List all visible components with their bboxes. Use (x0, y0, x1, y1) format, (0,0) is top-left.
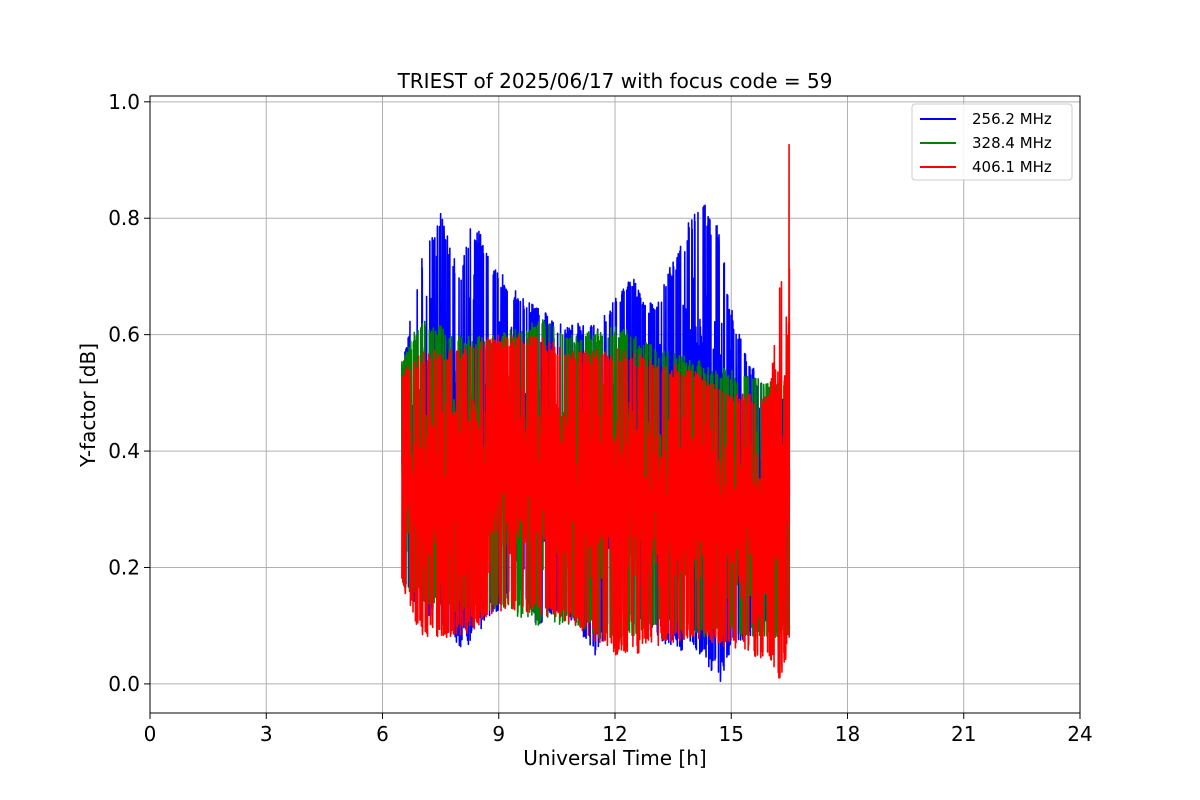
y-tick-label: 0.0 (108, 672, 140, 696)
x-axis-label: Universal Time [h] (523, 746, 706, 770)
x-tick-label: 21 (951, 722, 976, 746)
y-tick-label: 0.8 (108, 206, 140, 230)
y-tick-label: 0.2 (108, 555, 140, 579)
x-tick-label: 12 (602, 722, 627, 746)
y-tick-label: 0.6 (108, 323, 140, 347)
y-tick-label: 0.4 (108, 439, 140, 463)
legend-label: 256.2 MHz (972, 110, 1052, 128)
y-axis: 0.0 0.2 0.4 0.6 0.8 1.0 (108, 90, 150, 696)
legend: 256.2 MHz 328.4 MHz 406.1 MHz (911, 103, 1073, 181)
legend-label: 406.1 MHz (972, 158, 1052, 176)
series-line-3 (401, 143, 791, 679)
x-tick-label: 9 (492, 722, 505, 746)
legend-label: 328.4 MHz (972, 134, 1052, 152)
x-axis: 0 3 6 9 12 15 18 21 24 (144, 713, 1093, 746)
x-tick-label: 24 (1067, 722, 1092, 746)
x-tick-label: 18 (835, 722, 860, 746)
x-tick-label: 3 (260, 722, 273, 746)
chart-title: TRIEST of 2025/06/17 with focus code = 5… (397, 69, 833, 93)
x-tick-label: 0 (144, 722, 157, 746)
plot-area (401, 143, 791, 683)
y-axis-label: Y-factor [dB] (76, 343, 100, 468)
y-tick-label: 1.0 (108, 90, 140, 114)
x-tick-label: 6 (376, 722, 389, 746)
x-tick-label: 15 (719, 722, 744, 746)
legend-box (911, 103, 1073, 181)
